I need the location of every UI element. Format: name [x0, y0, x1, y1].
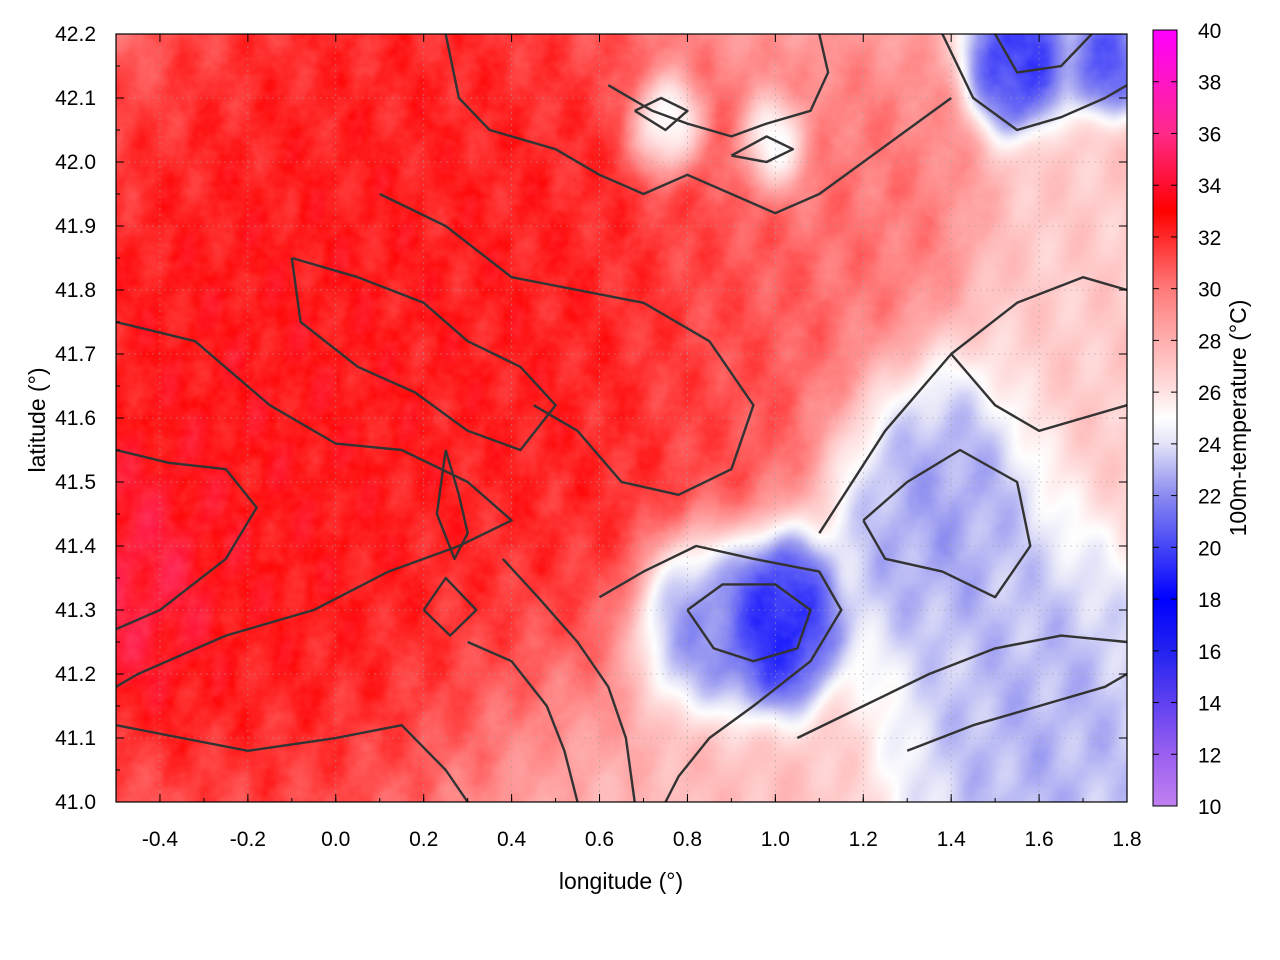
y-axis-ticks: 41.0 41.1 41.2 41.3 41.4 41.5 41.6 41.7 41.8 41.9…: [55, 23, 1127, 814]
colorbar-ticks: 10 12 14 16 18 20 22 24 26 28 30 32 34 36 38 40: [1153, 20, 1222, 819]
colorbar-tick-label: 30: [1198, 279, 1221, 302]
contour-line: [906, 672, 1127, 752]
x-tick-label: 1.4: [937, 828, 967, 851]
contour-line: [290, 256, 557, 452]
contour-line: [435, 449, 469, 560]
x-tick-label: 1.0: [761, 828, 790, 851]
x-tick-label: -0.2: [230, 828, 266, 851]
contour-line: [422, 576, 478, 637]
contour-line: [796, 634, 1127, 740]
y-tick-label: 42.0: [55, 151, 96, 174]
y-tick-label: 41.0: [55, 791, 96, 814]
colorbar-tick-label: 36: [1198, 123, 1221, 146]
y-tick-label: 41.4: [55, 535, 96, 558]
contour-line: [501, 557, 636, 802]
colorbar-tick-label: 14: [1198, 693, 1222, 716]
colorbar-tick-label: 34: [1198, 175, 1222, 198]
plot-area: [115, 33, 1128, 803]
y-axis-title: latitude (°): [24, 367, 50, 472]
x-tick-label: -0.4: [142, 828, 179, 851]
colorbar-tick-label: 24: [1198, 434, 1222, 457]
contour-line: [862, 448, 1032, 599]
x-axis-ticks: -0.4 -0.2 0.0 0.2 0.4 0.6 0.8 1.0 1.2 1.4 1.6 1.8: [115, 34, 1142, 851]
x-tick-label: 1.6: [1024, 828, 1053, 851]
contour-line: [116, 448, 258, 631]
y-tick-label: 41.3: [55, 599, 96, 622]
x-tick-label: 0.2: [409, 828, 438, 851]
colorbar-tick-label: 12: [1198, 744, 1221, 767]
colorbar-ramp: [1152, 29, 1178, 807]
contour-lines: [116, 34, 1127, 802]
contour-line: [116, 724, 469, 802]
contour-line: [598, 544, 843, 802]
x-tick-label: 1.8: [1112, 828, 1141, 851]
x-tick-label: 0.8: [673, 828, 702, 851]
contour-line: [467, 640, 579, 802]
x-tick-label: 0.6: [585, 828, 614, 851]
contour-line: [634, 96, 689, 132]
contour-line: [730, 135, 795, 164]
colorbar-tick-label: 22: [1198, 486, 1221, 509]
contour-line: [444, 34, 952, 215]
colorbar-tick-label: 38: [1198, 72, 1221, 95]
colorbar-tick-label: 26: [1198, 382, 1221, 405]
colorbar-tick-label: 18: [1198, 589, 1221, 612]
colorbar: 10 12 14 16 18 20 22 24 26 28 30 32 34 36 38 40 100m-te…: [1152, 20, 1251, 819]
colorbar-tick-label: 40: [1198, 20, 1221, 43]
x-tick-label: 0.4: [497, 828, 527, 851]
y-tick-label: 41.1: [55, 727, 96, 750]
y-tick-label: 42.1: [55, 87, 96, 110]
colorbar-tick-label: 28: [1198, 330, 1221, 353]
colorbar-title: 100m-temperature (°C): [1225, 300, 1251, 537]
x-tick-label: 0.0: [321, 828, 350, 851]
y-tick-label: 41.8: [55, 279, 96, 302]
contour-line: [607, 34, 830, 138]
y-tick-label: 41.2: [55, 663, 96, 686]
colorbar-tick-label: 32: [1198, 227, 1221, 250]
y-tick-label: 42.2: [55, 23, 96, 46]
contour-line: [950, 353, 1127, 432]
x-tick-label: 1.2: [849, 828, 878, 851]
contour-line: [818, 276, 1127, 534]
colorbar-tick-label: 10: [1198, 796, 1221, 819]
contour-line: [994, 34, 1093, 74]
colorbar-tick-label: 16: [1198, 641, 1221, 664]
contour-line: [379, 192, 755, 496]
contour-line: [116, 320, 513, 688]
x-axis-title: longitude (°): [559, 868, 683, 894]
y-tick-label: 41.6: [55, 407, 96, 430]
y-tick-label: 41.7: [55, 343, 96, 366]
y-tick-label: 41.9: [55, 215, 96, 238]
colorbar-tick-label: 20: [1198, 537, 1221, 560]
contour-line: [686, 583, 812, 663]
contour-line: [941, 34, 1127, 132]
y-tick-label: 41.5: [55, 471, 96, 494]
